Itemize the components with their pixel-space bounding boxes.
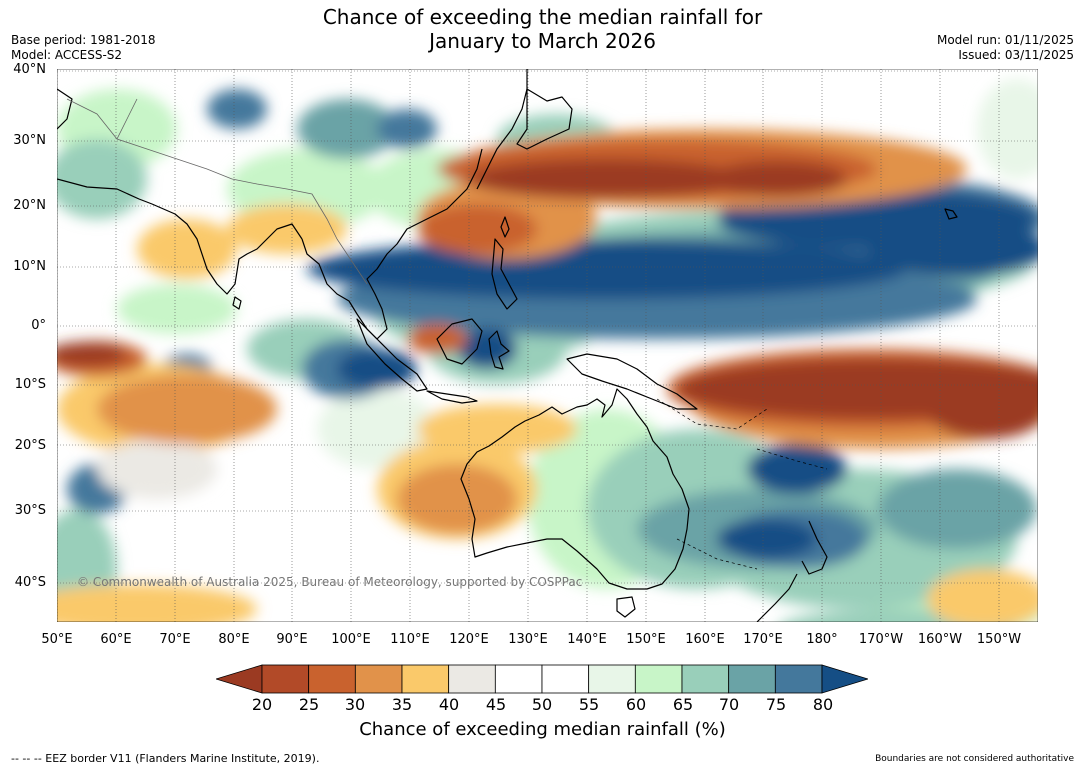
colorbar	[216, 664, 868, 694]
colorbar-segment	[448, 664, 496, 694]
lon-label-110e: 110°E	[390, 632, 430, 647]
lat-label-40n: 40°N	[13, 62, 46, 77]
colorbar-tick: 65	[672, 695, 694, 714]
lon-label-60e: 60°E	[100, 632, 132, 647]
colorbar-segment	[681, 664, 730, 694]
model-text: Model: ACCESS-S2	[11, 48, 123, 62]
lon-label-170w: 170°W	[858, 632, 904, 647]
graticule	[57, 69, 1038, 622]
colorbar-label: Chance of exceeding median rainfall (%)	[359, 719, 726, 740]
lon-label-160w: 160°W	[917, 632, 963, 647]
colorbar-segment	[634, 664, 683, 694]
colorbar-tick: 35	[391, 695, 413, 714]
coastlines	[57, 69, 958, 622]
colorbar-tick: 55	[578, 695, 600, 714]
colorbar-arrow-low	[216, 664, 263, 694]
colorbar-arrow-high	[821, 664, 868, 694]
rainfall-probability-map: © Commonwealth of Australia 2025, Bureau…	[57, 69, 1038, 622]
map-title-line1: Chance of exceeding the median rainfall …	[322, 5, 763, 29]
lon-label-120e: 120°E	[449, 632, 489, 647]
colorbar-segment	[774, 664, 823, 694]
lon-label-160e: 160°E	[685, 632, 725, 647]
colorbar-segment	[308, 664, 356, 694]
lon-label-170e: 170°E	[743, 632, 783, 647]
copyright-notice: © Commonwealth of Australia 2025, Bureau…	[77, 575, 582, 589]
model-run-text: Model run: 01/11/2025	[936, 33, 1074, 47]
lon-label-100e: 100°E	[331, 632, 371, 647]
lat-label-10s: 10°S	[14, 377, 46, 392]
lon-label-90e: 90°E	[276, 632, 308, 647]
country-borders	[66, 98, 368, 285]
lon-label-150e: 150°E	[626, 632, 666, 647]
lat-label-20s: 20°S	[14, 438, 46, 453]
boundaries-disclaimer: Boundaries are not considered authoritat…	[875, 754, 1074, 764]
colorbar-segment	[541, 664, 590, 694]
india-coastline	[57, 178, 303, 295]
colorbar-tick: 75	[765, 695, 787, 714]
colorbar-tick: 45	[485, 695, 507, 714]
lon-label-50e: 50°E	[41, 632, 73, 647]
lat-label-20n: 20°N	[13, 198, 46, 213]
colorbar-segment	[494, 664, 543, 694]
australia-coastline	[460, 388, 690, 590]
colorbar-segment	[401, 664, 450, 694]
issued-text: Issued: 03/11/2025	[958, 48, 1074, 62]
colorbar-tick: 20	[251, 695, 273, 714]
lat-label-30n: 30°N	[13, 133, 46, 148]
lat-label-0: 0°	[31, 318, 46, 333]
colorbar-tick: 70	[718, 695, 740, 714]
colorbar-tick: 40	[438, 695, 460, 714]
map-title-line2: January to March 2026	[429, 29, 656, 53]
eez-source-note: -- -- -- EEZ border V11 (Flanders Marine…	[11, 752, 320, 765]
lon-label-140e: 140°E	[567, 632, 607, 647]
lat-label-30s: 30°S	[14, 503, 46, 518]
colorbar-tick: 30	[344, 695, 366, 714]
lon-label-180: 180°	[806, 632, 838, 647]
lon-label-130e: 130°E	[508, 632, 548, 647]
colorbar-segment	[728, 664, 776, 694]
colorbar-segment	[588, 664, 636, 694]
colorbar-tick: 50	[531, 695, 553, 714]
eez-borders	[656, 398, 828, 570]
colorbar-tick: 25	[298, 695, 320, 714]
lon-label-70e: 70°E	[159, 632, 191, 647]
colorbar-tick: 60	[625, 695, 647, 714]
lon-label-150w: 150°W	[976, 632, 1022, 647]
colorbar-segment	[354, 664, 403, 694]
lat-label-40s: 40°S	[14, 575, 46, 590]
base-period-text: Base period: 1981-2018	[11, 33, 156, 47]
probability-shading	[57, 79, 1038, 622]
colorbar-segment	[261, 664, 310, 694]
lon-label-80e: 80°E	[218, 632, 250, 647]
colorbar-tick: 80	[812, 695, 834, 714]
lat-label-10n: 10°N	[13, 259, 46, 274]
